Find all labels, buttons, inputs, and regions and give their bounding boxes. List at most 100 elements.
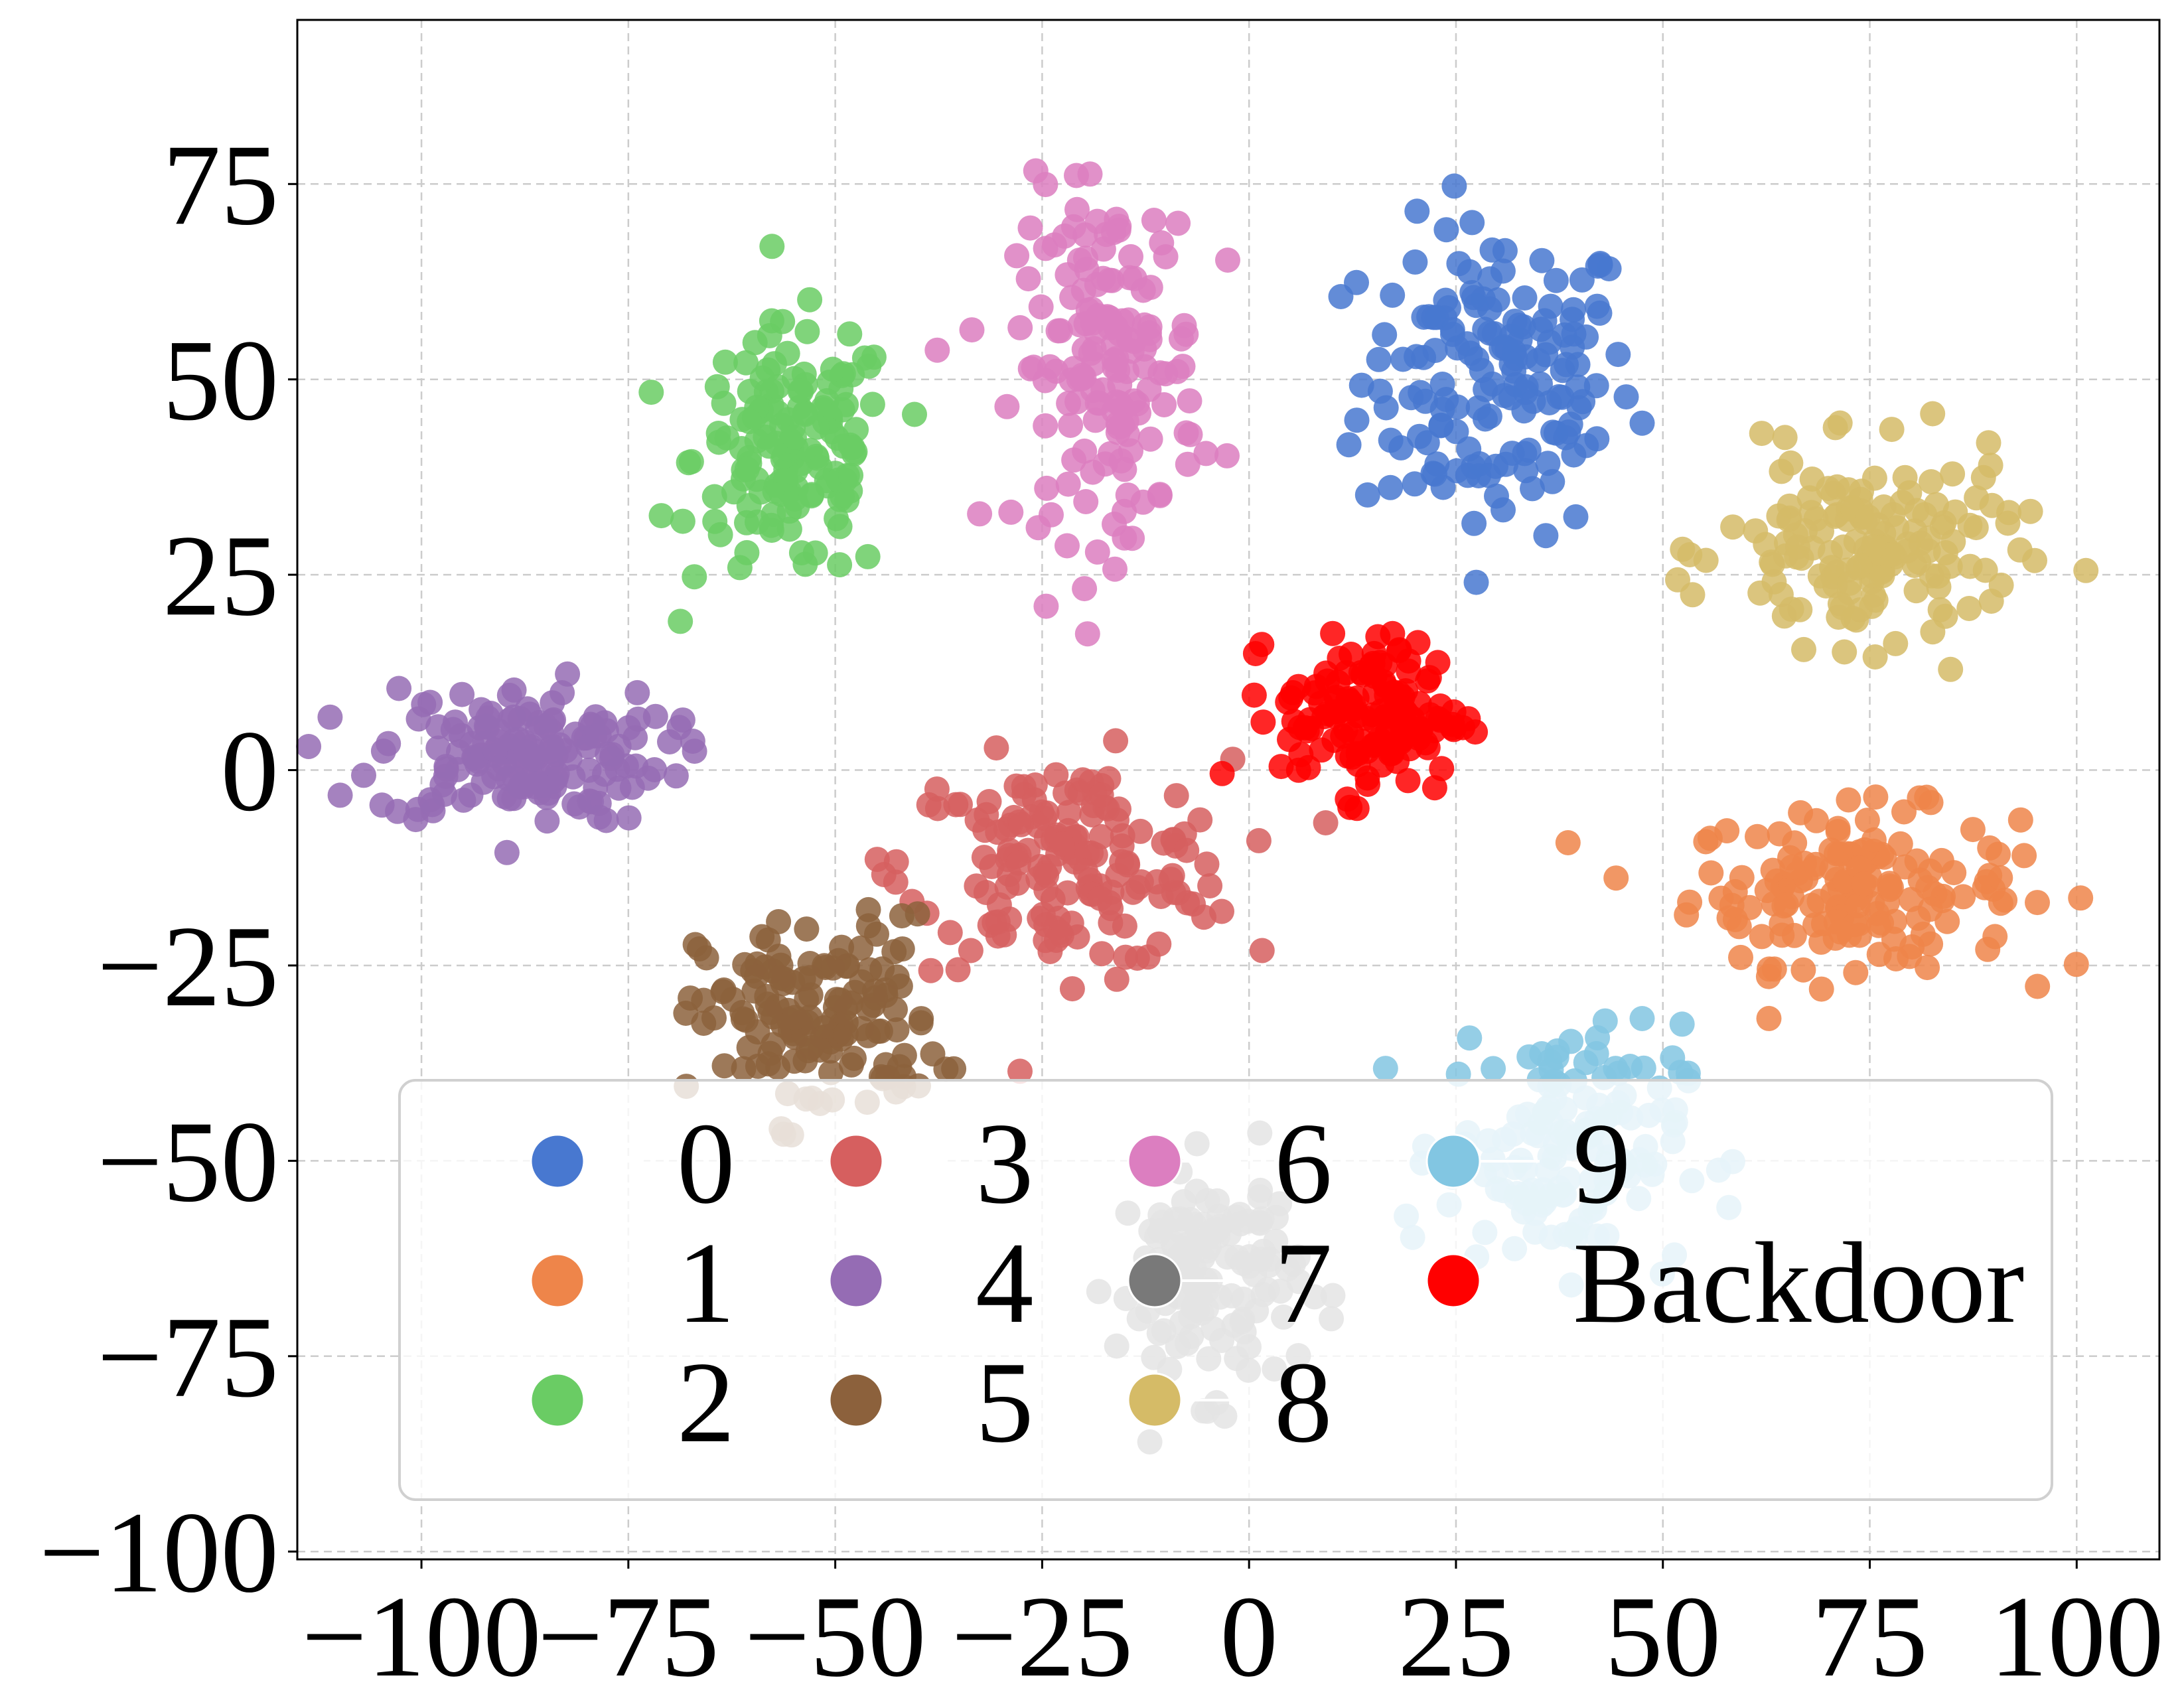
data-point xyxy=(967,501,993,527)
data-point xyxy=(1861,534,1887,560)
data-point xyxy=(351,762,376,788)
legend-label: Backdoor xyxy=(1573,1218,2024,1347)
data-point xyxy=(1613,384,1639,410)
data-point xyxy=(782,425,807,450)
data-point xyxy=(605,756,630,782)
data-point xyxy=(905,901,930,927)
data-point xyxy=(676,450,701,476)
data-point xyxy=(1104,966,1129,992)
data-point xyxy=(1603,865,1629,891)
data-point xyxy=(787,378,813,404)
legend-marker xyxy=(1127,1372,1183,1428)
data-point xyxy=(1006,850,1031,876)
data-point xyxy=(1862,644,1888,670)
data-point xyxy=(1173,420,1199,446)
y-tick-label: −75 xyxy=(97,1293,279,1421)
legend-item: Backdoor xyxy=(1425,1218,2024,1347)
data-point xyxy=(1538,293,1564,319)
data-point xyxy=(1402,249,1428,275)
data-point xyxy=(449,723,474,748)
data-point xyxy=(1100,332,1126,358)
data-point xyxy=(445,756,471,782)
data-point xyxy=(486,756,512,782)
data-point xyxy=(1443,419,1469,445)
data-point xyxy=(541,707,567,733)
data-point xyxy=(1769,459,1794,484)
data-point xyxy=(1976,430,2002,456)
data-point xyxy=(1141,208,1167,233)
data-point xyxy=(1584,293,1610,319)
data-point xyxy=(1779,597,1804,622)
data-point xyxy=(1498,351,1524,377)
data-point xyxy=(1749,421,1775,447)
series-2 xyxy=(638,234,927,634)
data-point xyxy=(1371,669,1397,695)
data-point xyxy=(2011,843,2037,869)
data-point xyxy=(856,353,882,379)
x-tick-label: −100 xyxy=(301,1572,541,1701)
data-point xyxy=(794,916,820,942)
data-point xyxy=(449,681,475,707)
data-point xyxy=(1336,432,1362,458)
data-point xyxy=(417,689,443,715)
data-point xyxy=(755,1051,781,1077)
data-point xyxy=(1049,831,1075,857)
data-point xyxy=(1708,885,1734,911)
data-point xyxy=(1194,851,1220,877)
data-point xyxy=(864,921,889,947)
data-point xyxy=(1406,423,1432,449)
data-point xyxy=(1920,619,1946,645)
data-point xyxy=(486,729,512,754)
x-tick-label: 0 xyxy=(1220,1572,1278,1701)
data-point xyxy=(812,955,838,980)
data-point xyxy=(1863,784,1889,810)
data-point xyxy=(1137,426,1163,452)
data-point xyxy=(1348,660,1374,685)
data-point xyxy=(1429,372,1455,397)
data-point xyxy=(1366,346,1392,372)
data-point xyxy=(1756,1005,1782,1031)
y-tick-label: 75 xyxy=(163,120,279,249)
legend-item: 5 xyxy=(828,1338,1034,1466)
data-point xyxy=(1995,510,2021,536)
data-point xyxy=(534,808,560,834)
data-point xyxy=(994,393,1020,419)
data-point xyxy=(1749,924,1775,950)
data-point xyxy=(771,966,797,992)
data-point xyxy=(733,350,759,376)
data-point xyxy=(830,397,855,423)
data-point xyxy=(1761,956,1787,982)
data-point xyxy=(1007,1058,1033,1084)
data-point xyxy=(327,782,353,808)
data-point xyxy=(2007,807,2033,833)
data-point xyxy=(648,503,674,529)
data-point xyxy=(1280,679,1306,705)
data-point xyxy=(1728,944,1753,970)
data-point xyxy=(924,337,950,363)
legend-label: 0 xyxy=(677,1099,735,1228)
data-point xyxy=(924,796,950,821)
data-point xyxy=(635,765,661,791)
data-point xyxy=(1533,523,1559,549)
data-point xyxy=(1917,896,1943,922)
data-point xyxy=(971,845,997,871)
data-point xyxy=(1047,318,1073,344)
data-point xyxy=(1938,656,1964,682)
data-point xyxy=(1367,378,1393,404)
data-point xyxy=(1605,342,1631,368)
legend-label: 7 xyxy=(1274,1218,1333,1347)
data-point xyxy=(1241,682,1267,708)
data-point xyxy=(918,958,944,983)
data-point xyxy=(802,540,828,566)
legend-marker xyxy=(530,1372,585,1428)
data-point xyxy=(1144,869,1170,894)
data-point xyxy=(1087,885,1113,911)
data-point xyxy=(1919,469,1944,494)
data-point xyxy=(958,938,983,963)
data-point xyxy=(1104,389,1129,415)
data-point xyxy=(1175,890,1201,916)
data-point xyxy=(2025,973,2051,999)
data-point xyxy=(1163,783,1189,809)
data-point xyxy=(1883,630,1909,656)
